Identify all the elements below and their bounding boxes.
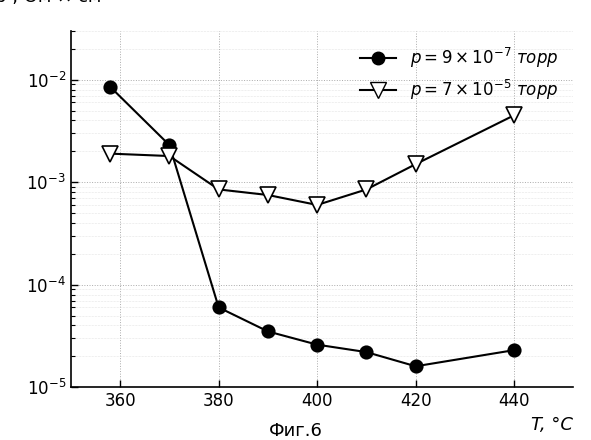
X-axis label: T, °C: T, °C — [531, 416, 573, 433]
Text: Фиг.6: Фиг.6 — [268, 422, 323, 440]
Text: ρ , Ом × см²: ρ , Ом × см² — [0, 0, 108, 6]
Legend: $p = 9 \times 10^{-7}$ торр, $p = 7 \times 10^{-5}$ торр: $p = 9 \times 10^{-7}$ торр, $p = 7 \tim… — [353, 39, 565, 109]
